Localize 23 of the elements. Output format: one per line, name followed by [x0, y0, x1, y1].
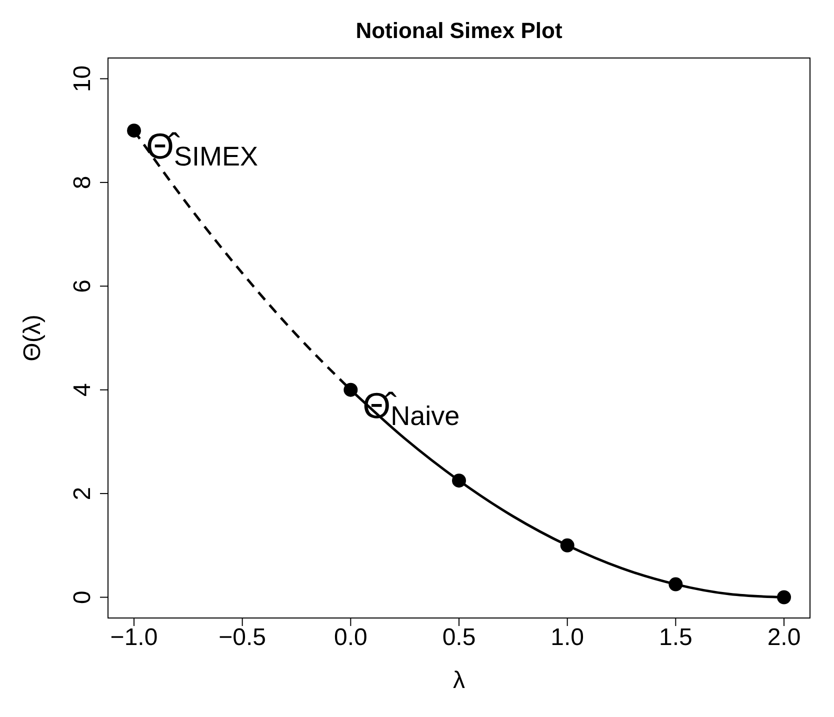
x-tick-label: 0.0	[334, 624, 368, 652]
point	[560, 538, 574, 552]
point	[344, 382, 358, 397]
x-tick-label: 0.5	[442, 624, 476, 652]
x-tick-label: 1.5	[658, 624, 692, 652]
point	[777, 590, 791, 604]
chart-title: Notional Simex Plot	[356, 18, 563, 43]
point	[127, 124, 141, 138]
y-tick-label: 10	[69, 65, 96, 92]
y-axis-title: Θ(λ)	[19, 314, 46, 362]
y-tick-label: 4	[69, 383, 96, 397]
y-tick-label: 8	[69, 176, 96, 190]
point	[452, 474, 466, 488]
x-tick-label: −1.0	[110, 624, 158, 652]
x-tick-label: −0.5	[218, 624, 266, 652]
y-tick-label: 0	[69, 590, 96, 604]
x-axis-title: λ	[453, 667, 465, 694]
annotation: Θ̂$_{SIMEX}$	[146, 126, 258, 172]
x-tick-label: 2.0	[767, 624, 801, 652]
y-tick-label: 2	[69, 486, 96, 500]
x-tick-label: 1.0	[550, 624, 584, 652]
y-tick-label: 6	[69, 279, 96, 293]
point	[668, 577, 683, 592]
